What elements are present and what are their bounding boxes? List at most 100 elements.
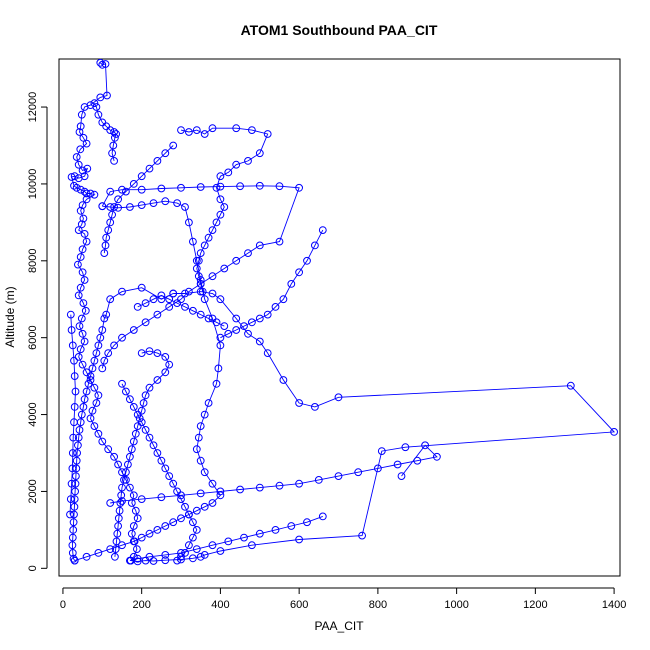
data-point bbox=[129, 403, 138, 411]
data-point bbox=[413, 456, 422, 465]
data-point bbox=[125, 203, 134, 211]
x-axis: 0 200 400 600 800 1000 1200 1400 bbox=[60, 587, 626, 611]
data-point bbox=[232, 314, 241, 323]
data-point bbox=[194, 433, 203, 442]
data-point bbox=[255, 483, 264, 492]
data-point bbox=[169, 289, 178, 298]
data-point bbox=[74, 353, 83, 361]
data-point bbox=[133, 410, 142, 419]
data-point bbox=[141, 318, 150, 327]
data-point bbox=[157, 295, 166, 304]
data-point bbox=[192, 506, 201, 515]
data-point bbox=[106, 218, 115, 227]
data-point bbox=[75, 322, 84, 331]
data-point bbox=[196, 456, 205, 465]
data-point bbox=[135, 414, 144, 423]
data-point bbox=[232, 326, 241, 334]
data-point bbox=[106, 545, 115, 553]
data-point bbox=[137, 201, 146, 210]
data-point bbox=[106, 499, 115, 507]
data-point bbox=[181, 502, 189, 511]
data-point bbox=[216, 195, 225, 204]
data-point bbox=[145, 347, 154, 356]
y-tick-label: 2000 bbox=[27, 479, 39, 503]
data-point bbox=[90, 422, 99, 431]
data-point bbox=[224, 329, 233, 338]
y-axis-label: Altitude (m) bbox=[3, 286, 17, 347]
data-point bbox=[236, 182, 245, 191]
data-point bbox=[220, 203, 229, 211]
data-point bbox=[112, 130, 120, 138]
data-point bbox=[216, 547, 225, 555]
data-point bbox=[200, 130, 209, 138]
data-point bbox=[244, 329, 252, 338]
data-point bbox=[66, 495, 75, 504]
data-point bbox=[129, 437, 138, 446]
data-point bbox=[102, 310, 111, 319]
data-point bbox=[149, 295, 158, 304]
data-point bbox=[118, 483, 126, 492]
data-point bbox=[212, 183, 221, 192]
plot-area bbox=[58, 58, 621, 577]
data-point bbox=[295, 535, 304, 544]
data-point bbox=[78, 245, 87, 254]
data-point bbox=[610, 428, 618, 436]
data-point bbox=[129, 522, 138, 530]
data-point bbox=[244, 157, 252, 165]
data-point bbox=[80, 230, 89, 238]
data-point bbox=[102, 122, 111, 131]
data-point bbox=[118, 468, 126, 477]
series-line bbox=[220, 229, 324, 339]
data-point bbox=[82, 189, 91, 198]
data-point bbox=[125, 483, 134, 492]
data-point bbox=[192, 256, 201, 265]
data-point bbox=[71, 387, 80, 396]
data-point bbox=[192, 526, 201, 534]
data-point bbox=[161, 522, 170, 530]
y-tick-label: 6000 bbox=[27, 325, 39, 349]
data-point bbox=[78, 360, 87, 369]
data-point bbox=[66, 510, 74, 519]
data-point bbox=[94, 549, 103, 557]
data-point bbox=[232, 124, 241, 133]
data-point bbox=[86, 376, 95, 384]
data-point bbox=[68, 449, 77, 457]
data-point bbox=[177, 295, 185, 304]
data-point bbox=[141, 299, 150, 308]
data-point bbox=[139, 399, 148, 407]
data-point bbox=[311, 403, 319, 411]
data-point bbox=[83, 164, 92, 173]
data-point bbox=[153, 157, 162, 165]
data-point bbox=[129, 180, 138, 188]
data-point bbox=[104, 226, 113, 235]
data-point bbox=[80, 395, 89, 404]
data-point bbox=[84, 379, 93, 388]
data-point bbox=[169, 141, 178, 150]
data-point bbox=[433, 452, 441, 461]
data-point bbox=[189, 237, 197, 246]
x-tick-label: 800 bbox=[369, 599, 387, 611]
data-point bbox=[129, 537, 138, 546]
data-point bbox=[189, 554, 197, 563]
data-point bbox=[67, 479, 76, 488]
data-point bbox=[100, 314, 109, 323]
data-point bbox=[74, 441, 82, 450]
data-point bbox=[80, 103, 89, 111]
data-point bbox=[295, 399, 304, 407]
data-point bbox=[127, 499, 136, 507]
data-point bbox=[73, 449, 81, 457]
y-tick-label: 10000 bbox=[27, 169, 39, 200]
data-point bbox=[137, 172, 146, 181]
x-axis-label: PAA_CIT bbox=[314, 619, 364, 633]
data-point bbox=[401, 443, 410, 452]
data-point bbox=[118, 497, 126, 505]
data-point bbox=[189, 306, 197, 315]
data-point bbox=[196, 310, 205, 319]
data-point bbox=[177, 491, 185, 500]
data-point bbox=[224, 537, 233, 546]
data-point bbox=[181, 303, 189, 311]
data-point bbox=[90, 356, 99, 365]
y-tick-label: 0 bbox=[27, 565, 39, 571]
data-point bbox=[189, 518, 197, 527]
data-point bbox=[275, 237, 284, 246]
